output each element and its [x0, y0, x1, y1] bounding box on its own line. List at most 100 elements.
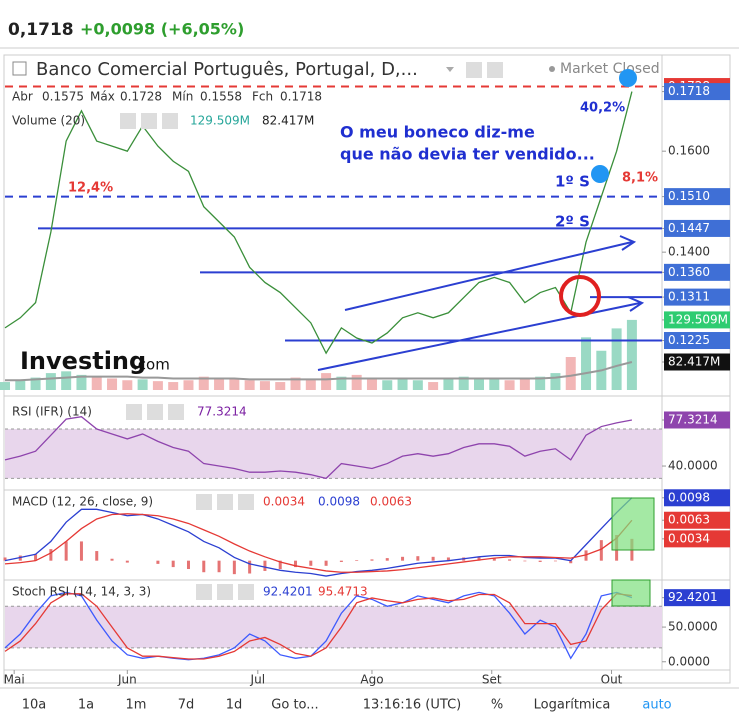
y-tick-label: 50.0000	[668, 620, 718, 634]
histogram-bar	[324, 560, 328, 566]
toolbar-button[interactable]: 1d	[226, 698, 243, 713]
icon[interactable]	[162, 113, 178, 129]
volume-bar	[412, 380, 423, 390]
toolbar-button[interactable]: auto	[642, 698, 671, 713]
annotation: 2º S	[555, 213, 590, 231]
toolbar-button[interactable]: Go to...	[271, 698, 318, 713]
series-line	[4, 497, 633, 577]
toolbar-button[interactable]: 10a	[22, 698, 47, 713]
icon[interactable]	[487, 62, 503, 78]
volume-bar	[15, 380, 26, 390]
volume-bar	[382, 380, 393, 390]
ohlc-label: Fch	[252, 90, 273, 104]
circle-mark	[559, 275, 601, 317]
volume-bar	[519, 378, 530, 390]
histogram-bar	[217, 560, 221, 573]
legend-value: 95.4713	[318, 585, 368, 599]
histogram-bar	[278, 560, 282, 570]
icon[interactable]	[196, 584, 212, 600]
histogram-bar	[339, 560, 343, 562]
y-tick-label: 0.1225	[668, 333, 710, 347]
icon[interactable]	[217, 584, 233, 600]
series-line	[4, 593, 632, 660]
tick-box	[664, 353, 730, 371]
icon[interactable]	[141, 113, 157, 129]
histogram-bar	[599, 540, 603, 561]
icon[interactable]	[120, 113, 136, 129]
tick-box	[664, 83, 730, 101]
histogram-bar	[355, 560, 359, 561]
toolbar-button[interactable]: %	[491, 698, 503, 713]
volume-bar	[366, 378, 377, 390]
icon[interactable]	[238, 494, 254, 510]
tick-box	[664, 411, 730, 429]
y-tick-label: 0.1311	[668, 290, 710, 304]
toolbar-button[interactable]: 13:16:16 (UTC)	[363, 698, 461, 713]
icon[interactable]	[168, 404, 184, 420]
volume-bar	[305, 379, 316, 390]
toolbar-button[interactable]: Logarítmica	[534, 698, 611, 713]
histogram-bar	[186, 560, 190, 570]
panel-title: MACD (12, 26, close, 9)	[12, 495, 153, 509]
toolbar-button[interactable]: 7d	[178, 698, 195, 713]
histogram-bar	[110, 558, 114, 561]
volume-bar	[91, 376, 102, 390]
volume-bar	[458, 376, 469, 390]
icon[interactable]	[147, 404, 163, 420]
y-tick-label: 0.0063	[668, 513, 710, 527]
logo-suffix: .com	[133, 356, 170, 374]
histogram-bar	[95, 551, 99, 561]
volume-bar	[581, 337, 592, 390]
tick-box	[664, 219, 730, 237]
annotation: que não devia ter vendido...	[340, 145, 595, 164]
volume-bar	[321, 373, 332, 390]
y-tick-label: 40.0000	[668, 459, 718, 473]
toolbar-button[interactable]: 1a	[78, 698, 94, 713]
histogram-bar	[370, 559, 374, 561]
change: +0,0098 (+6,05%)	[80, 20, 244, 39]
volume-bar	[152, 381, 163, 390]
histogram-bar	[49, 549, 53, 561]
annotation: O meu boneco diz-me	[340, 123, 535, 142]
pin[interactable]	[591, 165, 609, 183]
ohlc-label: Mín	[172, 90, 193, 104]
icon[interactable]	[12, 61, 27, 76]
histogram-bar	[508, 559, 512, 561]
histogram-bar	[385, 558, 389, 561]
volume-bar	[504, 380, 515, 390]
volume-bar	[474, 377, 484, 390]
legend-value: 0.0098	[318, 495, 360, 509]
volume-bar	[535, 376, 546, 390]
trend-line	[317, 235, 645, 371]
y-tick-label: 77.3214	[668, 412, 718, 426]
tick-box	[664, 511, 730, 529]
icon[interactable]	[466, 62, 482, 78]
volume-bar	[259, 381, 270, 390]
icon[interactable]	[217, 494, 233, 510]
legend-value: 0.0034	[263, 495, 305, 509]
series-line	[4, 513, 633, 573]
icon[interactable]	[196, 494, 212, 510]
volume-bar	[626, 319, 637, 390]
legend-value: 0.0063	[370, 495, 412, 509]
annotation: 1º S	[555, 173, 590, 191]
histogram-bar	[446, 557, 450, 561]
volume-bar	[198, 376, 209, 390]
y-tick-label: 0.1510	[668, 189, 710, 203]
histogram-bar	[125, 560, 129, 563]
series-line	[4, 591, 633, 661]
volume-ma	[5, 361, 633, 382]
icon[interactable]	[126, 404, 142, 420]
icon[interactable]	[238, 584, 254, 600]
volume-bar	[107, 378, 118, 390]
toolbar-button[interactable]: 1m	[126, 698, 147, 713]
panel-title: RSI (IFR) (14)	[12, 405, 92, 419]
pin[interactable]	[619, 69, 637, 87]
histogram-bar	[538, 560, 542, 562]
y-tick-label: 0.1400	[668, 245, 710, 259]
volume-bar	[565, 357, 576, 390]
y-tick-label: 0.1360	[668, 265, 710, 279]
chart-title: Banco Comercial Português, Portugal, D,.…	[36, 59, 418, 80]
tick-box	[664, 263, 730, 281]
histogram-bar	[294, 560, 298, 568]
